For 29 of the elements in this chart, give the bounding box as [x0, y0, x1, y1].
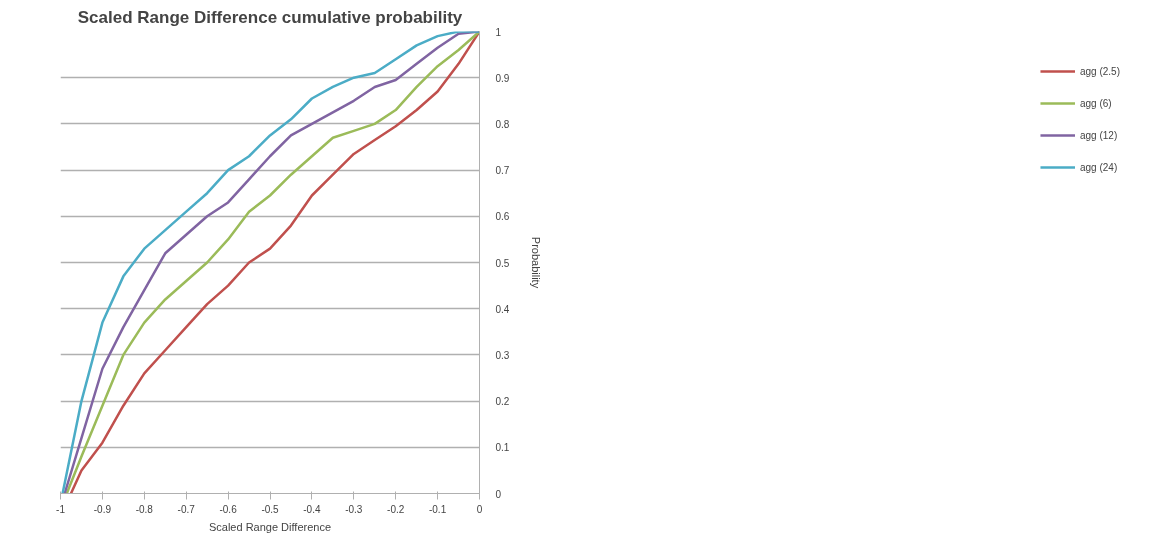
x-tick-label: -0.9	[93, 503, 112, 515]
y-tick-label: 1	[495, 26, 502, 38]
y-tick-label: 0.5	[495, 257, 510, 269]
x-tick-label: -0.7	[177, 503, 196, 515]
legend-label: agg (24)	[1079, 161, 1118, 173]
y-tick-label: 0.9	[495, 72, 510, 84]
y-tick-label: 0.7	[495, 165, 510, 177]
y-tick-label: 0.6	[495, 211, 510, 223]
x-tick-label: -0.5	[261, 503, 280, 515]
x-tick-label: 0	[476, 503, 483, 515]
x-tick-label: -0.4	[303, 503, 321, 515]
chart-title: Scaled Range Difference cumulative probability	[77, 7, 463, 27]
x-tick-label: -0.6	[219, 503, 238, 515]
x-tick-label: -0.3	[345, 503, 363, 515]
x-tick-label: -0.1	[428, 503, 447, 515]
x-tick-label: -0.8	[135, 503, 154, 515]
x-axis-title: Scaled Range Difference	[208, 520, 332, 533]
legend-label: agg (12)	[1079, 129, 1118, 141]
x-tick-label: -0.2	[387, 503, 405, 515]
y-tick-label: 0.2	[495, 396, 510, 408]
y-tick-label: 0	[495, 488, 502, 500]
legend-label: agg (2.5)	[1079, 65, 1120, 77]
x-tick-label: -1	[56, 503, 66, 515]
y-tick-label: 0.8	[495, 118, 510, 130]
legend-label: agg (6)	[1079, 97, 1112, 109]
y-tick-label: 0.4	[495, 303, 510, 315]
y-tick-label: 0.3	[495, 349, 510, 361]
y-axis-title: Probability	[530, 236, 543, 289]
y-tick-label: 0.1	[495, 442, 510, 454]
